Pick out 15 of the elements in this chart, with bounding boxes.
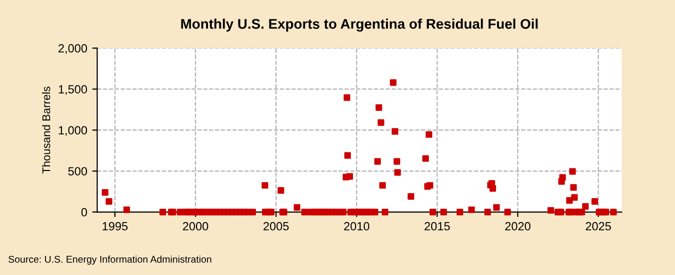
source-note: Source: U.S. Energy Information Administration xyxy=(8,256,212,265)
chart-title: Monthly U.S. Exports to Argentina of Residual Fuel Oil xyxy=(181,18,538,32)
x-tick-label: 2005 xyxy=(264,222,289,230)
y-tick-label: 500 xyxy=(68,167,88,176)
y-tick-label: 1,000 xyxy=(58,126,88,136)
x-tick-label: 2010 xyxy=(344,222,370,230)
x-tick-label: 2025 xyxy=(586,222,611,230)
y-tick-label: 1,500 xyxy=(58,85,88,95)
y-tick-label: 2,000 xyxy=(58,44,88,54)
x-tick-label: 2015 xyxy=(424,222,450,230)
x-tick-label: 1995 xyxy=(102,222,128,230)
y-axis-title: Thousand Barrels xyxy=(42,86,50,174)
x-tick-label: 2020 xyxy=(505,222,530,230)
y-tick-label: 0 xyxy=(81,208,88,216)
x-tick-label: 2000 xyxy=(182,222,208,230)
